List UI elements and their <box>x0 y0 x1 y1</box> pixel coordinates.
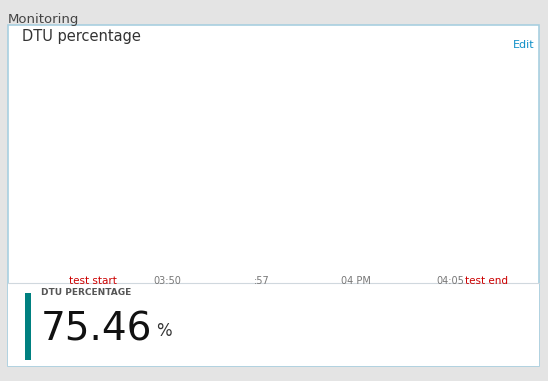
Text: Edit: Edit <box>513 40 534 50</box>
Text: DTU percentage: DTU percentage <box>22 29 141 43</box>
Text: 03:50: 03:50 <box>153 276 181 286</box>
Text: DTU PERCENTAGE: DTU PERCENTAGE <box>41 288 132 297</box>
Text: 04 PM: 04 PM <box>341 276 371 286</box>
Text: 04:05: 04:05 <box>436 276 464 286</box>
Text: :57: :57 <box>254 276 269 286</box>
Text: 75.46: 75.46 <box>41 311 152 349</box>
Text: Monitoring: Monitoring <box>8 13 79 26</box>
Text: test start: test start <box>70 276 117 286</box>
Text: test end: test end <box>465 276 508 286</box>
Text: %: % <box>156 322 172 340</box>
